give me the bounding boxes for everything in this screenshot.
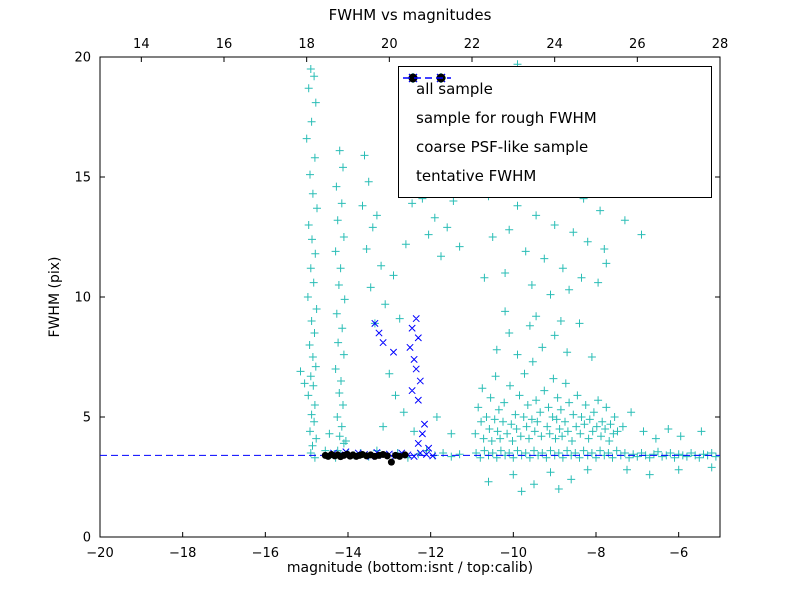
legend-item: sample for rough FWHM <box>407 73 703 132</box>
y-tick-label: 0 <box>83 531 91 546</box>
x-tick-label: −20 <box>86 546 113 561</box>
legend-label: all sample <box>416 79 493 98</box>
x-tick-label: −10 <box>500 546 527 561</box>
tick-marks <box>99 56 721 538</box>
top-tick-label: 22 <box>464 37 481 52</box>
legend-label: tentative FWHM <box>416 166 537 185</box>
legend-item: tentative FWHM <box>403 77 703 190</box>
chart-title: FWHM vs magnitudes <box>328 6 492 24</box>
legend-label: coarse PSF-like sample <box>416 137 589 156</box>
psf-sample-points <box>321 450 409 466</box>
y-tick-label: 10 <box>74 291 91 306</box>
legend-label: sample for rough FWHM <box>416 108 597 127</box>
top-tick-label: 26 <box>629 37 646 52</box>
top-tick-label: 14 <box>133 37 150 52</box>
top-tick-label: 18 <box>298 37 315 52</box>
x-tick-label: −18 <box>169 546 196 561</box>
x-tick-label: −12 <box>417 546 444 561</box>
x-tick-label: −8 <box>586 546 605 561</box>
y-tick-label: 5 <box>83 411 91 426</box>
top-tick-label: 24 <box>546 37 563 52</box>
legend-item: coarse PSF-like sample <box>407 73 703 161</box>
top-tick-label: 20 <box>381 37 398 52</box>
x-tick-label: −6 <box>669 546 688 561</box>
legend-marker-dashed-line-icon <box>403 77 451 79</box>
y-tick-label: 20 <box>74 51 91 66</box>
top-tick-label: 16 <box>216 37 233 52</box>
top-tick-label: 28 <box>712 37 729 52</box>
y-axis-label: FWHM (pix) <box>47 256 63 338</box>
x-tick-label: −16 <box>252 546 279 561</box>
x-tick-label: −14 <box>334 546 361 561</box>
x-axis-label: magnitude (bottom:isnt / top:calib) <box>286 560 534 576</box>
y-tick-label: 15 <box>74 171 91 186</box>
legend: all sample sample for rough FWHM coarse PS… <box>398 66 712 198</box>
